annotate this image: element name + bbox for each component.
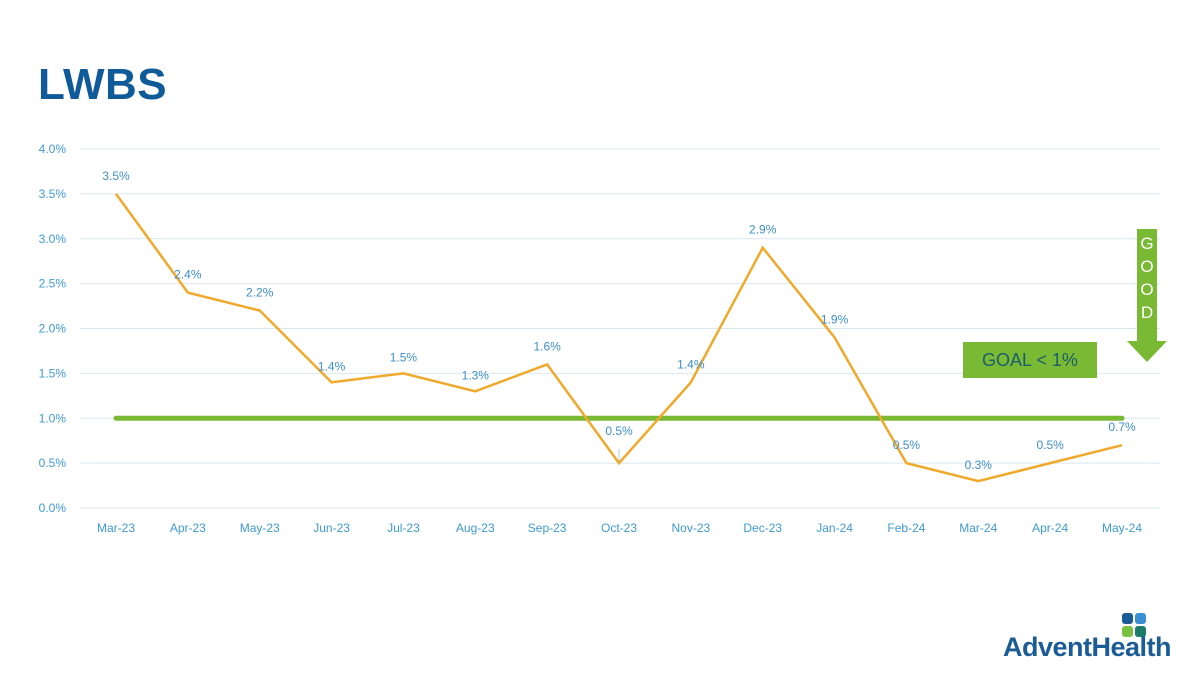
data-label: 3.5% — [102, 169, 130, 183]
data-label: 1.4% — [677, 357, 705, 371]
data-label: 0.3% — [965, 458, 993, 472]
x-tick-label: Apr-23 — [170, 521, 206, 535]
logo-text: AdventHealth — [1003, 632, 1172, 662]
data-label: 0.5% — [1036, 438, 1064, 452]
page-title: LWBS — [38, 60, 168, 109]
y-tick-label: 0.0% — [39, 501, 67, 515]
data-label: 1.4% — [318, 359, 346, 373]
series-line — [114, 193, 1123, 483]
x-tick-label: Oct-23 — [601, 521, 637, 535]
x-tick-label: May-24 — [1102, 521, 1142, 535]
x-tick-label: Mar-24 — [959, 521, 997, 535]
y-tick-label: 4.0% — [39, 142, 67, 156]
y-tick-label: 2.5% — [39, 277, 67, 291]
data-label: 0.7% — [1108, 420, 1136, 434]
x-axis: Mar-23 Apr-23 May-23 Jun-23 Jul-23 Aug-23 Sep-… — [97, 521, 1142, 535]
y-tick-label: 1.5% — [39, 366, 67, 380]
x-tick-label: Nov-23 — [672, 521, 711, 535]
good-letter: O — [1140, 257, 1154, 276]
lwbs-series — [114, 193, 1123, 483]
good-arrow-text: G O O D — [1137, 232, 1157, 324]
logo-mark-icon — [1122, 613, 1146, 637]
x-tick-label: Jun-23 — [313, 521, 350, 535]
data-label: 1.6% — [533, 339, 561, 353]
data-label: 0.5% — [605, 424, 633, 438]
x-tick-label: May-23 — [240, 521, 280, 535]
good-letter: D — [1140, 303, 1154, 322]
data-label: 2.4% — [174, 268, 202, 282]
data-labels: 3.5% 2.4% 2.2% 1.4% 1.5% 1.3% 1.6% 0.5% 1.4% 2.9%… — [102, 169, 1136, 472]
x-tick-label: Feb-24 — [887, 521, 925, 535]
good-down-arrow-icon — [1127, 229, 1167, 362]
x-tick-label: Jan-24 — [816, 521, 853, 535]
data-label: 1.9% — [821, 312, 849, 326]
y-tick-label: 3.0% — [39, 232, 67, 246]
y-tick-label: 0.5% — [39, 456, 67, 470]
y-tick-label: 2.0% — [39, 322, 67, 336]
data-label: 0.5% — [893, 438, 921, 452]
x-tick-label: Sep-23 — [528, 521, 567, 535]
y-tick-label: 1.0% — [39, 411, 67, 425]
good-letter: G — [1140, 234, 1154, 253]
x-tick-label: Aug-23 — [456, 521, 495, 535]
x-tick-label: Mar-23 — [97, 521, 135, 535]
adventhealth-logo: AdventHealth — [1003, 612, 1188, 662]
data-label: 2.2% — [246, 286, 274, 300]
y-tick-label: 3.5% — [39, 187, 67, 201]
goal-label: GOAL < 1% — [963, 342, 1097, 378]
data-label: 1.5% — [390, 350, 418, 364]
data-label: 1.3% — [462, 368, 490, 382]
x-tick-label: Jul-23 — [387, 521, 420, 535]
x-tick-label: Apr-24 — [1032, 521, 1068, 535]
y-axis: 0.0% 0.5% 1.0% 1.5% 2.0% 2.5% 3.0% 3.5% 4.0% — [39, 142, 67, 515]
gridlines — [80, 148, 1160, 509]
good-letter: O — [1140, 280, 1154, 299]
data-label: 2.9% — [749, 223, 777, 237]
x-tick-label: Dec-23 — [743, 521, 782, 535]
